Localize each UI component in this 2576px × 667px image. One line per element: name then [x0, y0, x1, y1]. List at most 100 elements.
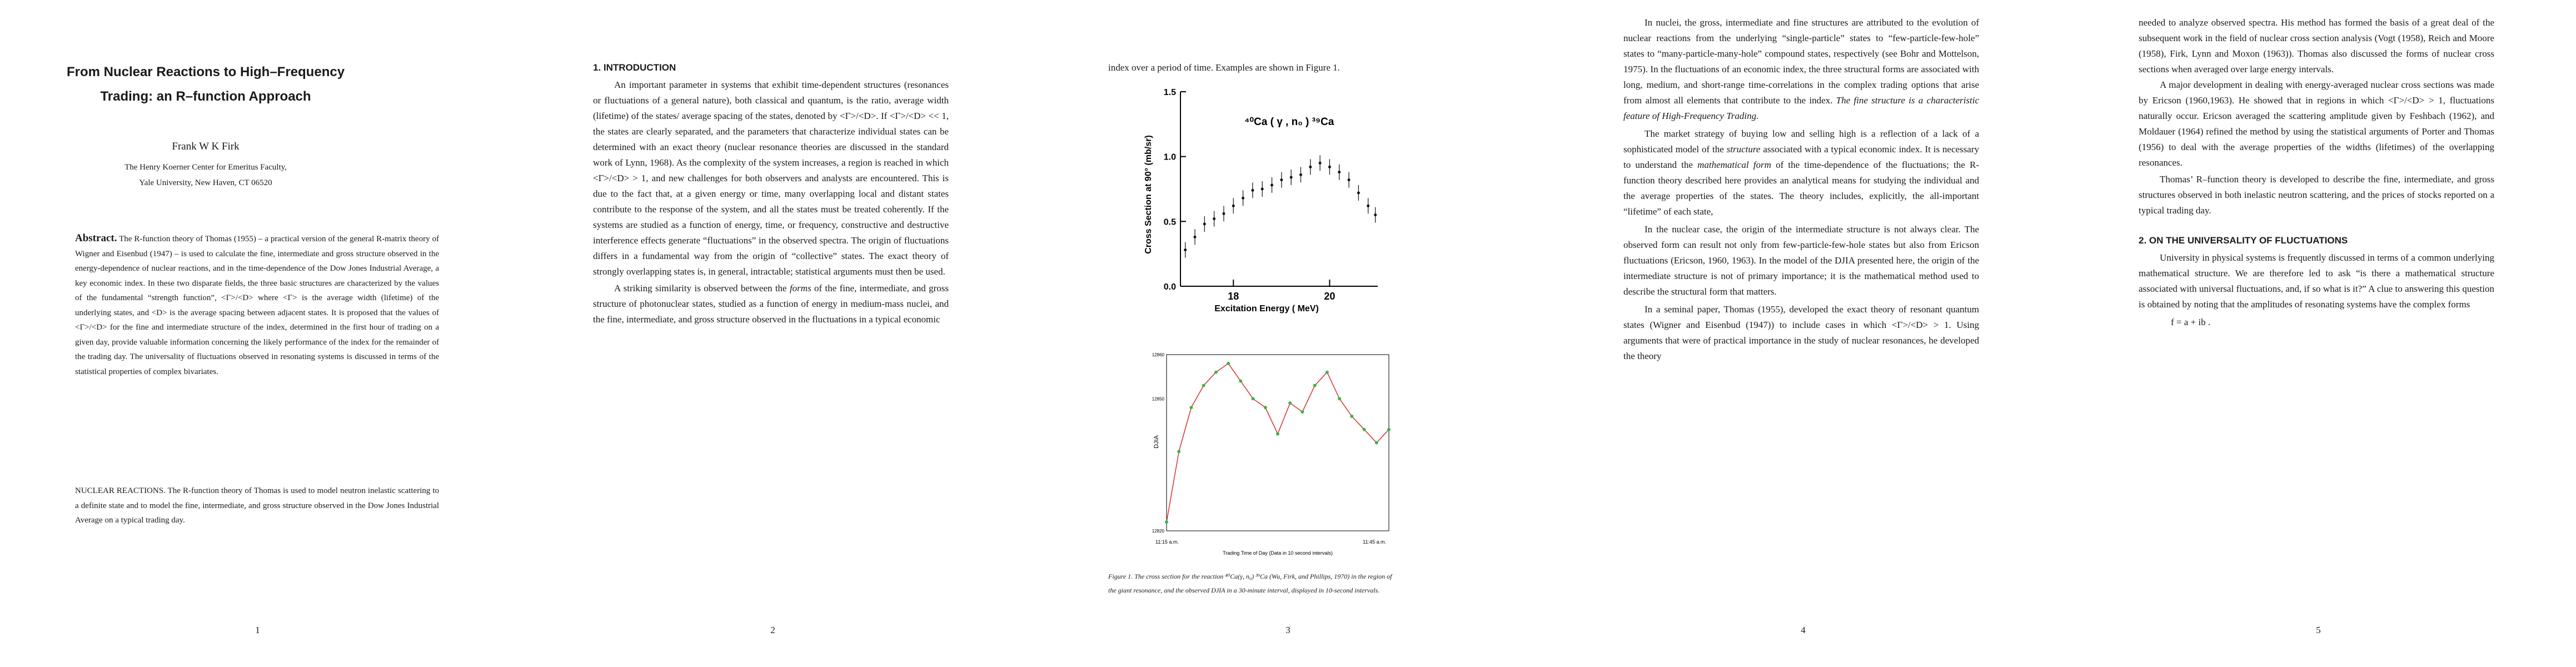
djia-x-tick-end: 11:45 a.m.: [1363, 539, 1386, 545]
p4-p2-emphasis-2: mathematical form: [1697, 160, 1771, 170]
nuclear-x-axis-label: Excitation Energy ( MeV): [1214, 304, 1319, 313]
p4-paragraph-2: The market strategy of buying low and se…: [1623, 126, 1979, 220]
nuclear-x-tick-label: 20: [1324, 291, 1335, 302]
p4-p2-text-b: associated with a typical economic index…: [1623, 144, 1979, 170]
djia-data-point: [1350, 414, 1354, 418]
nuclear-data-point: [1270, 183, 1274, 187]
djia-ticks: 12860 12850 12820: [1152, 352, 1165, 534]
nuclear-reactions-keywords: NUCLEAR REACTIONS. The R-function theory…: [75, 486, 439, 525]
djia-plot-frame: [1166, 354, 1389, 531]
nuclear-data-points: [1184, 155, 1377, 258]
djia-x-axis-label: Trading Time of Day (Data in 10 second i…: [1223, 550, 1333, 556]
page-number: 5: [2316, 625, 2321, 635]
page-4-body: In nuclei, the gross, intermediate and f…: [1623, 15, 1979, 364]
nuclear-data-point: [1374, 213, 1377, 217]
nuclear-data-point: [1251, 188, 1254, 192]
nuclear-data-point: [1184, 248, 1187, 252]
djia-x-tick-start: 11:15 a.m.: [1155, 539, 1179, 545]
p4-paragraph-1: In nuclei, the gross, intermediate and f…: [1623, 15, 1979, 124]
djia-y-axis-label: DJIA: [1153, 435, 1160, 449]
djia-data-point: [1276, 432, 1279, 436]
djia-y-tick-label: 12850: [1152, 396, 1165, 401]
p4-paragraph-4: In a seminal paper, Thomas (1955), devel…: [1623, 304, 1979, 361]
nuclear-cross-section-chart: ⁴⁰Ca ( γ , n₀ ) ³⁹Ca Cross Section at 90…: [1144, 88, 1378, 313]
nuclear-data-point: [1213, 217, 1216, 221]
nuclear-data-point: [1242, 196, 1245, 200]
djia-data-points: [1165, 361, 1391, 524]
page-3-top-line: index over a period of time. Examples ar…: [1108, 62, 1340, 73]
paper-title: From Nuclear Reactions to High–Frequency…: [58, 60, 353, 109]
p4-p1-text: In nuclei, the gross, intermediate and f…: [1623, 17, 1979, 106]
page-number: 1: [255, 625, 260, 635]
djia-data-point: [1387, 427, 1391, 431]
nuclear-data-point: [1203, 222, 1206, 226]
abstract: Abstract. The R-function theory of Thoma…: [75, 231, 439, 379]
djia-data-point: [1214, 370, 1218, 374]
p4-p2-emphasis-1: structure: [1726, 144, 1761, 155]
nuclear-data-point: [1222, 212, 1225, 215]
p5-paragraph-4: University in physical systems is freque…: [2139, 252, 2494, 310]
djia-data-point: [1239, 379, 1243, 383]
nuclear-data-point: [1318, 161, 1322, 165]
section-heading-universality: 2. ON THE UNIVERSALITY OF FLUCTUATIONS: [2139, 235, 2348, 246]
nuclear-data-point: [1309, 165, 1312, 168]
nuclear-data-point: [1232, 204, 1235, 207]
abstract-text: The R-function theory of Thomas (1955) –…: [75, 235, 439, 376]
nuclear-data-point: [1280, 178, 1283, 182]
djia-data-point: [1288, 401, 1292, 405]
nuclear-data-point: [1367, 204, 1370, 207]
djia-data-point: [1202, 384, 1205, 387]
p4-paragraph-3: In the nuclear case, the origin of the i…: [1623, 224, 1979, 297]
abstract-label: Abstract.: [75, 232, 117, 244]
page-number: 3: [1285, 625, 1291, 635]
page-number: 4: [1801, 625, 1806, 635]
title-line-2: Trading: an R–function Approach: [100, 89, 311, 104]
section-heading-introduction: 1. INTRODUCTION: [593, 62, 676, 73]
figure-caption-line-2: the giant resonance, and the observed DJ…: [1108, 586, 1380, 594]
djia-data-point: [1313, 384, 1317, 387]
nuclear-y-axis-label: Cross Section at 90° (mb/sr): [1144, 135, 1153, 254]
p4-p1-emphasis: The fine structure is a characteristic f…: [1623, 95, 1979, 121]
nuclear-axes: [1180, 92, 1378, 287]
p5-paragraph-2: A major development in dealing with ener…: [2139, 79, 2494, 168]
page-5-body: needed to analyze observed spectra. His …: [2139, 15, 2494, 330]
djia-data-point: [1374, 441, 1378, 445]
djia-data-point: [1263, 406, 1267, 410]
djia-data-point: [1325, 370, 1329, 374]
page-number: 2: [770, 625, 775, 635]
nuclear-data-point: [1328, 165, 1331, 168]
page-2-body: 1. INTRODUCTION An important parameter i…: [593, 60, 949, 327]
intro-p2-text-a: A striking similarity is observed betwee…: [614, 283, 790, 293]
djia-data-point: [1189, 406, 1193, 410]
nuclear-x-tick-label: 18: [1228, 291, 1239, 302]
p5-paragraph-3: Thomas’ R–function theory is developed t…: [2139, 174, 2494, 216]
nuclear-data-point: [1260, 187, 1264, 191]
djia-series-line: [1166, 362, 1389, 522]
p4-p2-text-a: The market strategy of buying low and se…: [1623, 128, 1979, 155]
intro-paragraph-2: A striking similarity is observed betwee…: [593, 281, 949, 327]
p5-paragraph-1: needed to analyze observed spectra. His …: [2139, 17, 2494, 74]
nuclear-y-tick-label: 1.0: [1164, 153, 1176, 162]
intro-paragraph-1: An important parameter in systems that e…: [593, 79, 949, 277]
reaction-label: ⁴⁰Ca ( γ , n₀ ) ³⁹Ca: [1244, 116, 1334, 128]
djia-data-point: [1227, 361, 1230, 365]
djia-data-point: [1301, 410, 1304, 414]
djia-data-point: [1251, 397, 1255, 401]
nuclear-ticks: 1.5 1.0 0.5 0.0 18 20: [1164, 88, 1336, 302]
affiliation-line-2: Yale University, New Haven, CT 06520: [139, 178, 272, 187]
djia-data-point: [1338, 397, 1342, 401]
nuclear-y-tick-label: 0.5: [1164, 217, 1176, 227]
djia-data-point: [1177, 450, 1181, 454]
djia-chart: DJIA Trading Time of Day (Data in 10 sec…: [1152, 352, 1391, 556]
affiliation-line-1: The Henry Koerner Center for Emeritus Fa…: [124, 163, 287, 172]
author-name: Frank W K Firk: [172, 141, 240, 152]
page-4: In nuclei, the gross, intermediate and f…: [1546, 0, 2061, 667]
page-1: From Nuclear Reactions to High–Frequency…: [0, 0, 515, 667]
nuclear-data-point: [1193, 235, 1197, 238]
formula: f = a + ib .: [2171, 317, 2211, 327]
p4-p2-text-c: of the time-dependence of the fluctuatio…: [1623, 160, 1979, 217]
nuclear-data-point: [1357, 191, 1360, 195]
nuclear-y-tick-label: 0.0: [1164, 282, 1176, 292]
page-2: 1. INTRODUCTION An important parameter i…: [515, 0, 1030, 667]
nuclear-data-point: [1289, 176, 1293, 179]
